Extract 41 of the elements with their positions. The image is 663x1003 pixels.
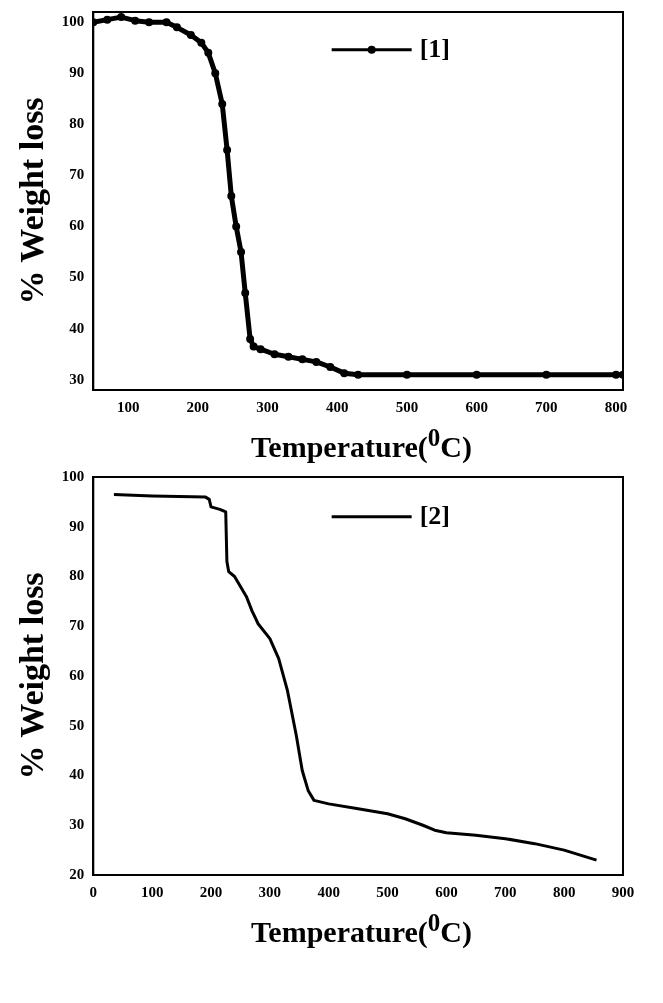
y-tick-label: 100	[61, 467, 85, 484]
x-tick-label: 900	[611, 883, 635, 900]
y-tick-label: 60	[69, 217, 85, 234]
y-tick-label: 30	[69, 816, 85, 833]
legend-label: [2]	[419, 500, 450, 530]
x-axis-title: Temperature($^{0}$C)	[250, 423, 473, 465]
x-tick-label: 800	[604, 398, 628, 415]
y-tick-label: 50	[69, 716, 85, 733]
x-tick-label: 600	[435, 883, 458, 900]
x-tick-label: 100	[140, 883, 164, 900]
y-tick-label: 70	[69, 617, 85, 634]
x-axis-title: Temperature($^{0}$C)	[250, 908, 473, 950]
y-tick-label: 30	[69, 370, 85, 387]
legend-label: [1]	[419, 33, 450, 63]
x-tick-label: 300	[256, 398, 279, 415]
y-tick-label: 100	[61, 13, 85, 30]
x-tick-label: 700	[494, 883, 517, 900]
y-tick-label: 60	[69, 666, 85, 683]
x-tick-label: 200	[199, 883, 223, 900]
y-tick-label: 90	[69, 64, 85, 81]
x-tick-label: 500	[376, 883, 399, 900]
y-tick-label: 80	[69, 567, 85, 584]
x-tick-label: 600	[465, 398, 488, 415]
y-axis-title: % Weight loss	[13, 572, 51, 780]
x-tick-label: 700	[535, 398, 558, 415]
x-tick-label: 0	[89, 883, 98, 900]
y-tick-label: 40	[69, 319, 85, 336]
y-tick-label: 40	[69, 766, 85, 783]
x-tick-label: 100	[116, 398, 140, 415]
x-tick-label: 300	[258, 883, 282, 900]
y-tick-label: 70	[69, 166, 85, 183]
y-tick-label: 50	[69, 268, 85, 285]
y-tick-label: 80	[69, 115, 85, 132]
x-tick-label: 200	[186, 398, 210, 415]
x-tick-label: 400	[317, 883, 340, 900]
x-tick-label: 400	[325, 398, 349, 415]
y-tick-label: 20	[69, 865, 85, 882]
y-axis-title: % Weight loss	[13, 97, 51, 305]
x-tick-label: 800	[552, 883, 576, 900]
y-tick-label: 90	[69, 517, 85, 534]
x-tick-label: 500	[395, 398, 419, 415]
